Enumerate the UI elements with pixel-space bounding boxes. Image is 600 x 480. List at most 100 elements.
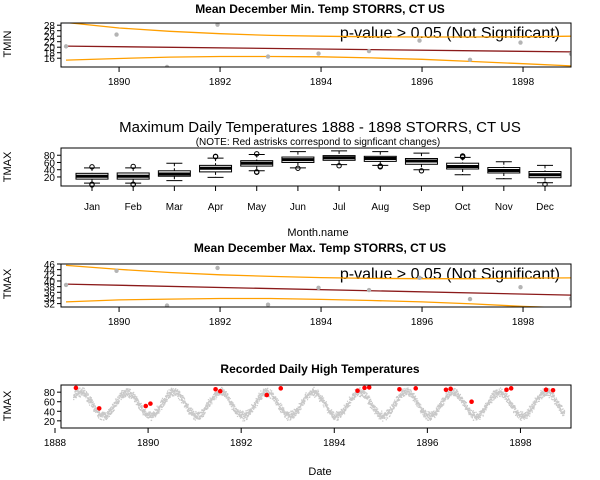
daily-point <box>294 409 296 411</box>
daily-point <box>98 417 100 419</box>
daily-point <box>155 414 157 416</box>
daily-point <box>144 410 146 413</box>
daily-point <box>371 402 374 404</box>
daily-point <box>150 419 153 422</box>
daily-point <box>179 395 182 397</box>
daily-point <box>179 391 181 393</box>
daily-point <box>162 405 164 407</box>
daily-point <box>469 412 471 415</box>
daily-point <box>95 411 97 414</box>
daily-point <box>128 389 130 391</box>
daily-point <box>403 392 405 394</box>
daily-point <box>322 397 324 400</box>
daily-point <box>360 392 363 395</box>
daily-point <box>90 399 92 401</box>
daily-point <box>132 395 134 397</box>
daily-point <box>533 406 535 408</box>
daily-point <box>87 397 89 399</box>
record-high-point <box>355 388 360 394</box>
daily-point <box>506 401 509 403</box>
daily-point <box>519 418 521 421</box>
daily-point <box>83 395 85 397</box>
daily-point <box>176 390 178 392</box>
daily-point <box>126 388 129 390</box>
daily-point <box>490 398 492 401</box>
daily-point <box>300 406 302 408</box>
daily-point <box>129 397 131 399</box>
daily-point <box>509 402 511 405</box>
daily-point <box>501 391 503 394</box>
daily-point <box>87 398 89 400</box>
daily-point <box>155 413 157 415</box>
daily-point <box>426 415 428 417</box>
daily-point <box>381 415 383 417</box>
daily-point <box>246 415 248 417</box>
daily-point <box>171 388 173 390</box>
daily-point <box>494 396 496 398</box>
daily-point <box>468 412 471 414</box>
daily-point <box>125 388 128 390</box>
daily-point <box>550 396 552 398</box>
daily-point <box>385 415 388 417</box>
daily-point <box>166 393 168 395</box>
daily-point <box>201 409 203 412</box>
daily-point <box>510 402 512 404</box>
daily-point <box>300 405 302 407</box>
daily-point <box>392 402 395 404</box>
daily-point <box>154 408 156 411</box>
daily-point <box>537 400 540 402</box>
daily-point <box>257 402 259 404</box>
daily-point <box>210 400 212 403</box>
daily-point <box>165 395 167 397</box>
daily-point <box>83 390 85 392</box>
daily-point <box>289 418 292 420</box>
daily-point <box>164 398 167 400</box>
daily-point <box>158 407 161 409</box>
daily-point <box>541 398 543 400</box>
daily-point <box>292 414 294 416</box>
daily-point <box>306 394 308 396</box>
daily-point <box>205 407 207 409</box>
daily-point <box>101 412 103 414</box>
daily-point <box>432 411 434 413</box>
daily-point <box>559 406 561 408</box>
daily-point <box>175 393 177 395</box>
daily-point <box>182 395 184 397</box>
daily-point <box>562 414 564 416</box>
daily-point <box>82 388 84 390</box>
daily-point <box>265 390 267 392</box>
daily-point <box>272 392 274 394</box>
daily-point <box>276 399 278 401</box>
daily-point <box>315 389 317 392</box>
daily-point <box>295 409 297 411</box>
daily-point <box>94 405 96 407</box>
daily-point <box>484 407 487 409</box>
daily-point <box>109 410 111 412</box>
daily-point <box>335 416 338 418</box>
daily-point <box>439 404 441 406</box>
daily-point <box>531 409 533 411</box>
daily-point <box>562 412 564 414</box>
daily-point <box>387 411 390 413</box>
daily-point <box>326 409 328 411</box>
daily-point <box>92 406 94 409</box>
daily-point <box>154 413 156 415</box>
daily-point <box>234 409 236 411</box>
daily-point <box>529 410 532 412</box>
daily-point <box>242 415 245 418</box>
daily-point <box>450 393 453 396</box>
daily-point <box>390 412 392 414</box>
record-high-point <box>264 392 270 398</box>
daily-point <box>224 393 226 395</box>
daily-point <box>546 394 548 396</box>
daily-point <box>141 405 143 407</box>
daily-point <box>428 417 430 419</box>
daily-point <box>249 411 251 413</box>
daily-point <box>368 395 370 397</box>
daily-point <box>433 413 435 415</box>
daily-point <box>378 414 380 416</box>
daily-point <box>126 395 128 397</box>
daily-point <box>299 403 302 405</box>
daily-point <box>509 402 511 404</box>
daily-point <box>501 396 503 398</box>
